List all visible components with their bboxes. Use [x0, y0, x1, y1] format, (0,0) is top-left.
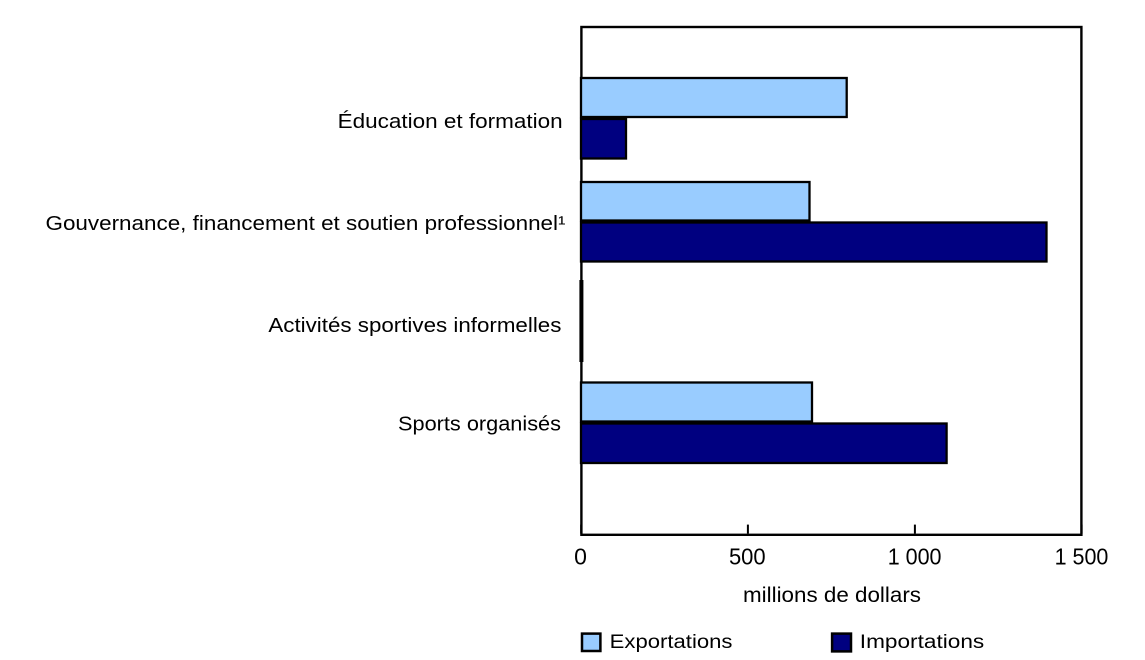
- svg-text:1 000: 1 000: [888, 544, 942, 570]
- svg-text:Activités sportives informelle: Activités sportives informelles: [268, 315, 561, 337]
- svg-text:Éducation et formation: Éducation et formation: [338, 110, 563, 133]
- svg-text:1 500: 1 500: [1055, 544, 1109, 570]
- svg-text:Importations: Importations: [860, 632, 984, 653]
- svg-text:Exportations: Exportations: [610, 632, 733, 653]
- svg-text:millions de dollars: millions de dollars: [743, 584, 921, 607]
- svg-text:Sports organisés: Sports organisés: [398, 414, 561, 436]
- svg-text:500: 500: [729, 544, 766, 570]
- svg-text:Gouvernance, financement et so: Gouvernance, financement et soutien prof…: [46, 213, 566, 235]
- svg-text:0: 0: [574, 544, 587, 570]
